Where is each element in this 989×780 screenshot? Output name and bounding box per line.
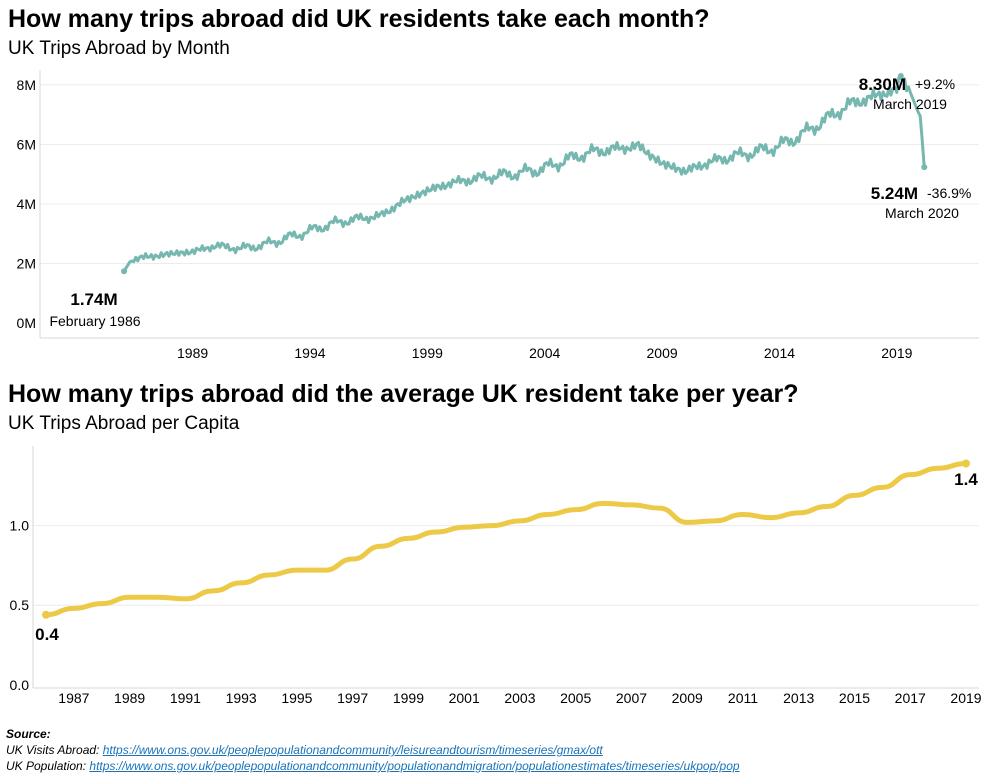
chart2-x-tick: 2007 (616, 690, 647, 706)
chart1-x-tick: 2019 (881, 345, 912, 361)
per-capita-trips-chart: 0.0 0.5 1.0 1987 1989 1991 1993 1995 1997 1999 200… (10, 446, 982, 706)
chart1-x-tick: 1989 (177, 345, 208, 361)
source-population: UK Population: https://www.ons.gov.uk/pe… (6, 758, 740, 774)
chart2-x-tick: 2011 (728, 690, 758, 706)
chart1-subtitle: UK Trips Abroad by Month (8, 38, 230, 59)
chart2-x-tick: 2005 (560, 690, 591, 706)
chart2-title: How many trips abroad did the average UK… (8, 380, 799, 408)
chart2-x-tick: 1987 (58, 690, 89, 706)
chart2-x-tick: 1993 (226, 690, 257, 706)
chart2-x-tick: 1995 (281, 690, 312, 706)
chart1-title: How many trips abroad did UK residents t… (8, 5, 710, 33)
chart1-annotation-start-label: February 1986 (49, 313, 140, 329)
chart1-y-tick: 6M (17, 136, 36, 152)
source-visits-label: UK Visits Abroad: (6, 743, 103, 757)
chart1-annotation-peak-label: March 2019 (873, 96, 947, 112)
chart2-y-tick: 0.0 (10, 677, 30, 693)
chart2-annotation-start-value: 0.4 (35, 625, 59, 644)
source-visits: UK Visits Abroad: https://www.ons.gov.uk… (6, 742, 740, 758)
chart1-y-tick: 0M (17, 315, 36, 331)
chart1-annotation-end-label: March 2020 (885, 205, 959, 221)
chart1-annotation-marker (921, 164, 928, 171)
chart2-annotation-marker (962, 459, 970, 468)
chart2-x-tick: 2009 (672, 690, 703, 706)
chart1-annotation-end-change: -36.9% (927, 185, 971, 201)
chart2-x-tick: 2019 (950, 690, 981, 706)
chart1-annotation-marker (897, 72, 904, 79)
chart2-x-tick: 2015 (839, 690, 870, 706)
chart2-x-tick: 1989 (114, 690, 145, 706)
chart2-annotation-marker (42, 610, 50, 619)
chart2-subtitle: UK Trips Abroad per Capita (8, 413, 240, 434)
monthly-trips-chart: 0M 2M 4M 6M 8M 1989 1994 1999 2004 2009 2014 2019 1.… (17, 70, 979, 361)
chart1-y-tick: 2M (17, 256, 36, 272)
chart2-x-tick: 1997 (337, 690, 368, 706)
chart1-annotation-start-value: 1.74M (70, 290, 117, 309)
source-header: Source: (6, 727, 51, 741)
source-population-link[interactable]: https://www.ons.gov.uk/peoplepopulationa… (89, 759, 740, 773)
chart1-x-tick: 1994 (294, 345, 325, 361)
source-visits-link[interactable]: https://www.ons.gov.uk/peoplepopulationa… (102, 743, 603, 757)
chart1-annotation-peak-change: +9.2% (915, 76, 955, 92)
chart2-y-tick: 1.0 (10, 518, 30, 534)
chart2-series-line (43, 461, 969, 618)
chart1-annotation-end-value: 5.24M (871, 184, 918, 203)
chart1-x-tick: 2009 (647, 345, 678, 361)
source-note: Source: UK Visits Abroad: https://www.on… (6, 726, 740, 774)
chart2-x-tick: 1999 (393, 690, 424, 706)
chart1-y-tick: 8M (17, 77, 36, 93)
chart1-x-tick: 1999 (412, 345, 443, 361)
chart1-x-tick: 2014 (764, 345, 795, 361)
chart2-x-tick: 2003 (504, 690, 535, 706)
chart1-y-tick: 4M (17, 196, 36, 212)
chart1-annotation-marker (121, 268, 128, 275)
chart2-y-tick: 0.5 (10, 597, 30, 613)
chart1-annotation-peak-value: 8.30M (859, 75, 906, 94)
source-population-label: UK Population: (6, 759, 90, 773)
chart2-x-tick: 2001 (449, 690, 480, 706)
chart1-series-line (122, 76, 926, 273)
chart1-x-tick: 2004 (529, 345, 560, 361)
chart2-x-tick: 2013 (783, 690, 814, 706)
chart2-x-tick: 2017 (895, 690, 926, 706)
chart2-x-tick: 1991 (170, 690, 201, 706)
chart2-annotation-end-value: 1.4 (954, 470, 978, 489)
